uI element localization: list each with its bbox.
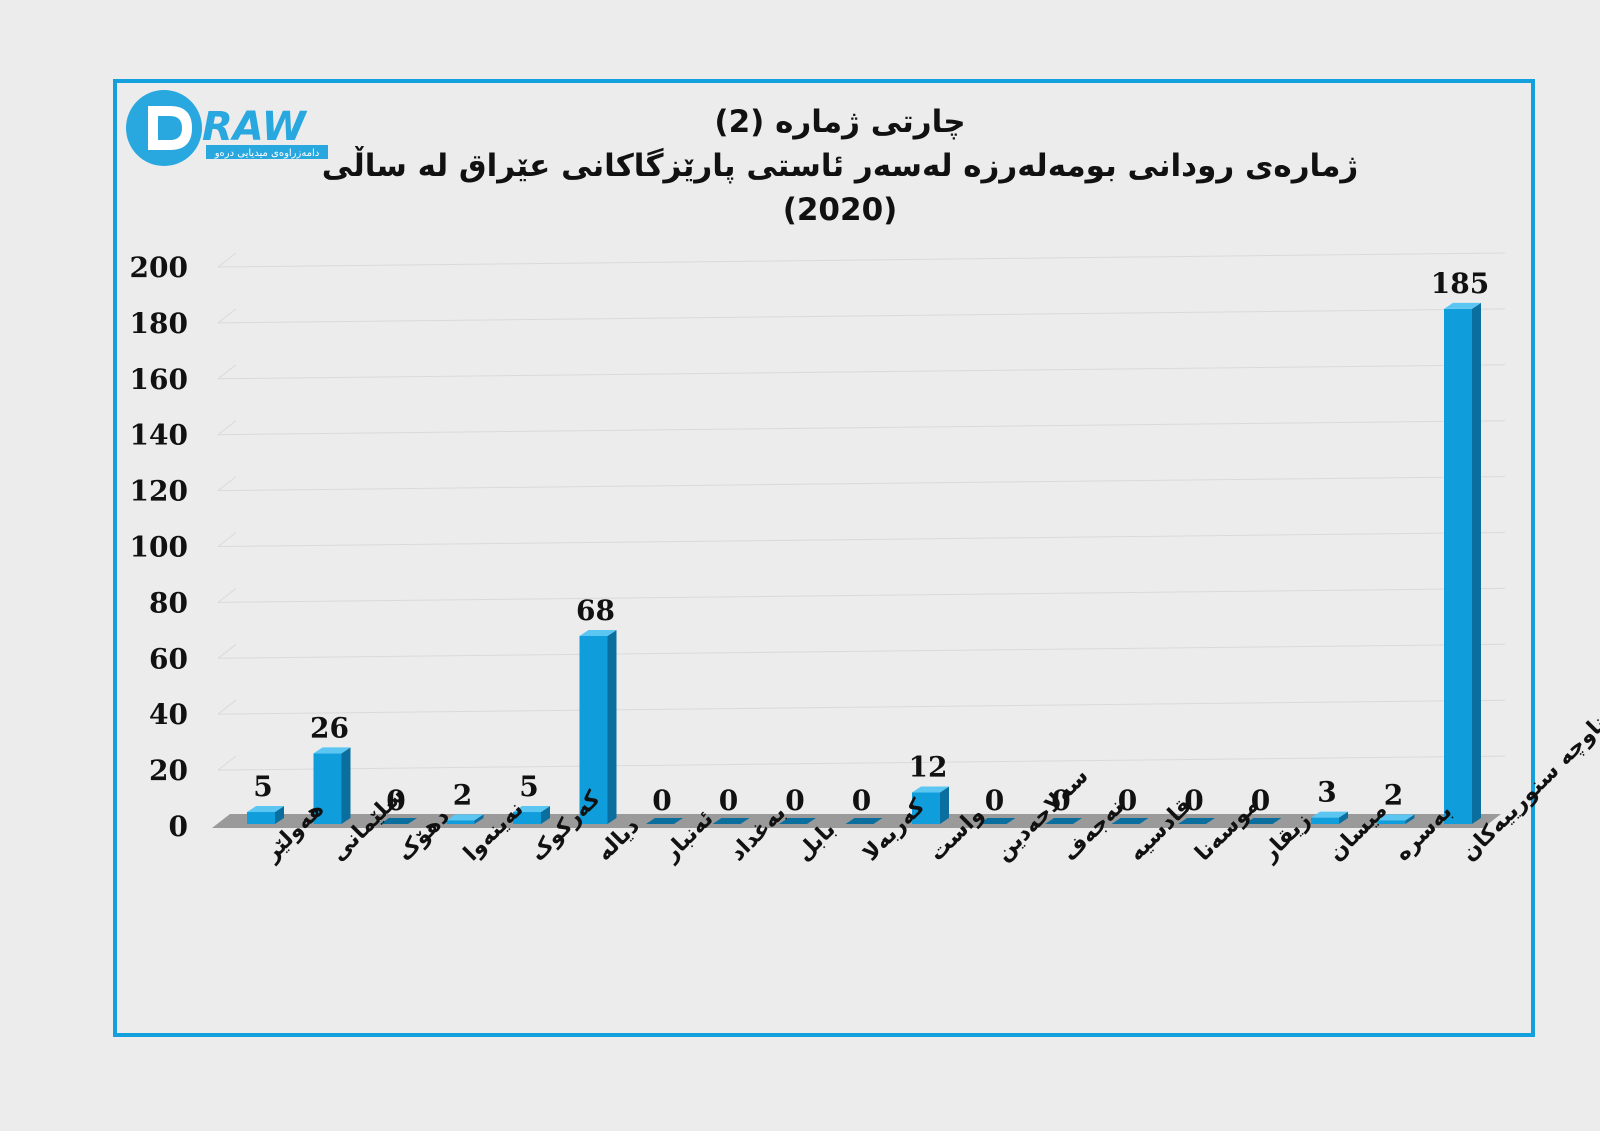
y-tick-label: 160 xyxy=(130,363,188,396)
bar xyxy=(912,792,940,824)
bar xyxy=(1444,308,1472,824)
chart-title: چارتی ژمارە (2) xyxy=(714,104,966,140)
data-label: 0 xyxy=(1251,784,1270,817)
data-label: 0 xyxy=(1051,784,1070,817)
logo-text: RAW xyxy=(202,104,308,150)
data-label: 0 xyxy=(386,784,405,817)
bar-top xyxy=(513,806,550,813)
bar xyxy=(513,812,541,824)
bar-zero xyxy=(1244,818,1282,824)
y-tick-label: 60 xyxy=(149,642,188,675)
data-label: 26 xyxy=(310,711,349,744)
bar-zero xyxy=(845,818,883,824)
bar-side xyxy=(940,786,949,824)
y-tick-label: 120 xyxy=(130,475,188,508)
bar-top xyxy=(1311,811,1348,818)
grid-line xyxy=(217,364,1506,380)
data-labels: 5 26 0 2 5 68 0 0 0 0 12 0 0 0 0 0 3 2 185 xyxy=(253,267,1489,817)
grid-line-depth xyxy=(217,364,237,380)
bar-side xyxy=(341,747,351,824)
bar-zero xyxy=(978,818,1016,824)
grid-line-depth xyxy=(217,643,237,659)
data-label: 185 xyxy=(1431,267,1489,300)
y-axis-ticks: 0 20 40 60 80 100 120 140 160 180 200 xyxy=(130,251,188,843)
bar-side xyxy=(1472,302,1481,824)
bar-top xyxy=(446,814,484,821)
data-label: 12 xyxy=(909,750,948,783)
bar-zero xyxy=(1111,818,1149,824)
bar-zero xyxy=(712,818,750,824)
data-label: 0 xyxy=(852,784,871,817)
grid-line xyxy=(217,308,1506,324)
data-label: 0 xyxy=(1184,784,1203,817)
y-tick-label: 140 xyxy=(130,419,188,452)
grid-line xyxy=(217,699,1506,715)
data-label: 3 xyxy=(1317,776,1336,809)
grid-line-depth xyxy=(217,252,237,268)
grid-line-depth xyxy=(217,420,237,436)
bar-zero xyxy=(1045,818,1082,824)
bar-zero xyxy=(779,818,816,824)
bars xyxy=(247,302,1481,824)
grid-line-depth xyxy=(217,755,237,771)
grid-lines xyxy=(217,252,1506,771)
grid-line-depth xyxy=(217,308,237,324)
grid-line xyxy=(217,587,1506,603)
bar-side xyxy=(474,814,484,824)
bar-top xyxy=(912,786,949,793)
data-label: 0 xyxy=(719,784,738,817)
y-tick-label: 180 xyxy=(130,307,188,340)
bar-side xyxy=(275,806,284,824)
y-tick-label: 100 xyxy=(130,531,188,564)
grid-line xyxy=(217,476,1506,492)
grid-line xyxy=(217,755,1506,771)
draw-logo: RAW دامەزراوەی میدیایی درەو xyxy=(126,90,328,166)
data-label: 0 xyxy=(1118,784,1137,817)
bar-top xyxy=(247,806,284,813)
bar-side xyxy=(607,629,617,824)
bar-top xyxy=(313,747,351,754)
bar xyxy=(579,635,608,824)
data-label: 0 xyxy=(652,784,671,817)
y-tick-label: 20 xyxy=(149,754,188,787)
chart-title-block: چارتی ژمارە (2) ژمارەی رودانی بومەلەرزە … xyxy=(260,100,1420,232)
grid-line-depth xyxy=(217,476,237,491)
grid-line-depth xyxy=(217,532,237,547)
data-label: 68 xyxy=(576,594,615,627)
bar-top xyxy=(579,629,617,636)
bar-zero xyxy=(380,818,417,824)
bar-top xyxy=(1377,814,1415,821)
y-tick-label: 0 xyxy=(169,810,188,843)
bar-side xyxy=(1339,811,1348,824)
logo-subtitle: دامەزراوەی میدیایی درەو xyxy=(214,148,320,159)
grid-line xyxy=(217,643,1506,659)
bar-zero xyxy=(646,818,683,824)
bar xyxy=(1311,817,1339,824)
grid-line xyxy=(217,252,1506,268)
bar xyxy=(247,812,275,824)
bar xyxy=(446,820,475,824)
y-tick-label: 80 xyxy=(149,586,188,619)
data-label: 2 xyxy=(1384,778,1403,811)
bar-side xyxy=(541,806,550,824)
chart-frame xyxy=(113,79,1535,1037)
bar xyxy=(1377,820,1406,824)
bar-top xyxy=(1444,302,1481,309)
grid-line xyxy=(217,532,1506,547)
data-label: 0 xyxy=(985,784,1004,817)
y-tick-label: 200 xyxy=(130,251,188,284)
bar-side xyxy=(1405,814,1415,824)
grid-line-depth xyxy=(217,588,237,603)
grid-line xyxy=(217,420,1506,436)
data-label: 0 xyxy=(785,784,804,817)
data-label: 5 xyxy=(253,770,272,803)
grid-line-depth xyxy=(217,699,237,715)
y-tick-label: 40 xyxy=(149,698,188,731)
data-label: 5 xyxy=(519,770,538,803)
chart-subtitle: ژمارەی رودانی بومەلەرزە لەسەر ئاستی پارێ… xyxy=(321,148,1359,228)
data-label: 2 xyxy=(453,778,472,811)
bar-zero xyxy=(1178,818,1215,824)
bar xyxy=(313,753,342,824)
